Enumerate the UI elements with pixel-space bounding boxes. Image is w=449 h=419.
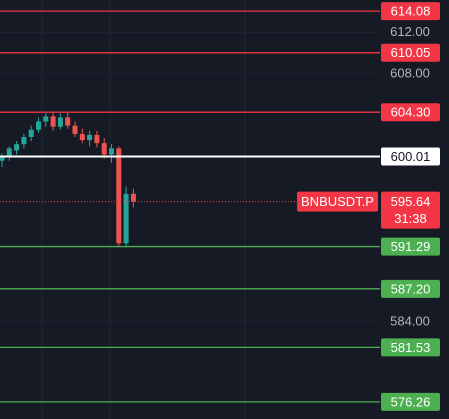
candle-body — [57, 117, 63, 127]
level-label: 610.05 — [391, 45, 431, 60]
candle-body — [109, 148, 114, 155]
candle-body — [50, 116, 56, 127]
candle-body — [6, 148, 12, 157]
level-label: 576.26 — [391, 394, 431, 409]
candle-body — [130, 193, 136, 202]
candle-body — [79, 133, 85, 141]
candle-body — [14, 144, 20, 151]
y-tick-label: 612.00 — [390, 24, 430, 39]
countdown: 31:38 — [394, 211, 427, 226]
level-label-box — [381, 2, 440, 21]
level-label-box — [381, 147, 440, 166]
y-tick-label: 608.00 — [390, 65, 430, 80]
last-price-label: 595.64 — [391, 194, 431, 209]
symbol-label: BNBUSDT.P — [301, 194, 374, 209]
candle-body — [72, 125, 78, 134]
level-label: 591.29 — [391, 239, 431, 254]
candle-body — [21, 136, 27, 145]
y-tick-label: 584.00 — [390, 313, 430, 328]
level-label-box — [381, 43, 440, 62]
candle-body — [43, 116, 49, 122]
level-label-box — [381, 103, 440, 122]
level-label: 604.30 — [391, 105, 431, 120]
level-label-box — [381, 237, 440, 256]
symbol-box — [297, 191, 378, 212]
candle-body — [0, 156, 5, 161]
level-label: 600.01 — [391, 149, 431, 164]
candle-body — [94, 134, 100, 144]
level-label: 581.53 — [391, 340, 431, 355]
level-label: 614.08 — [391, 4, 431, 19]
candle-body — [123, 193, 129, 244]
level-label: 587.20 — [391, 281, 431, 296]
candle-body — [28, 129, 34, 137]
level-label-box — [381, 392, 440, 411]
candle-body — [87, 134, 93, 141]
candle-body — [36, 121, 41, 130]
candle-body — [116, 148, 122, 244]
last-price-box — [381, 191, 440, 229]
level-label-box — [381, 338, 440, 357]
candle-body — [65, 117, 71, 126]
level-label-box — [381, 279, 440, 298]
candle-body — [101, 143, 107, 155]
